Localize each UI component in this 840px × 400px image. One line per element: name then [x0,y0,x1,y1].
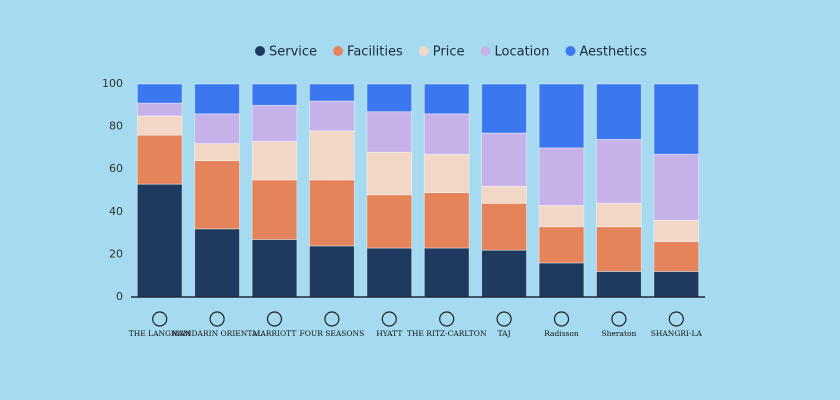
bar-segment [653,153,700,221]
bar-segment [481,185,527,204]
bar-segment [653,241,700,272]
logo-icon [266,311,283,327]
x-tick-label: SHANGRI-LA [651,329,703,338]
y-tick-label: 40 [109,205,123,218]
x-tick-label: THE LANGHAM [129,329,191,338]
bar-segment [136,115,183,136]
x-tick-label: MARRIOTT [253,329,297,338]
legend-swatch [565,46,576,56]
bar-segment [596,83,642,140]
legend-label: Aesthetics [579,45,647,60]
bar-segment [596,202,642,228]
bar-segment [481,249,527,298]
bar-segment [194,83,240,115]
logo-icon [553,311,570,327]
bar-segment [136,102,183,117]
bar-segment [194,143,240,162]
bar-segment [366,247,413,298]
logo-icon [439,311,455,327]
y-tick-label: 20 [109,247,123,260]
bar-segment [194,160,240,230]
bar-segment [251,104,298,142]
bar-segment [423,153,470,194]
x-tick-label: FOUR SEASONS [300,329,365,338]
bar-segment [538,262,585,298]
bar-segment [423,83,470,115]
y-tick-label: 60 [109,162,123,175]
logo-icon [496,311,512,327]
y-tick-label: 0 [116,290,123,303]
legend-swatch [480,46,491,56]
logo-icon [668,311,684,327]
bar-segment [481,132,527,187]
logo-icon [381,311,397,327]
bar-segment [538,83,585,149]
bar-segment [366,83,413,113]
logo-icon [324,311,340,327]
logo-icon [611,311,627,327]
bar-segment [136,183,183,298]
x-tick-label: Sheraton [601,329,636,338]
bar-segment [309,130,355,181]
bar-segment [309,83,355,102]
y-tick-label: 100 [102,77,123,90]
bar-segment [194,113,240,145]
legend-label: Service [269,45,317,60]
bar-segment [653,219,700,243]
bar-segment [309,245,355,298]
bar-segment [194,228,240,298]
bar-segment [251,239,298,298]
bar-segment [251,179,298,240]
x-tick-label: HYATT [376,329,402,338]
bar-segment [596,226,642,272]
bar-segment [309,179,355,247]
bar-segment [481,83,527,134]
legend-swatch [255,46,265,56]
bar-segment [653,271,700,298]
bar-segment [136,134,183,185]
y-tick-label: 80 [109,120,123,133]
legend-swatch [418,46,429,56]
bar-segment [481,202,527,251]
bar-segment [596,138,642,204]
bar-segment [596,271,642,298]
bar-segment [366,151,413,196]
bar-segment [538,226,585,264]
bar-segment [423,192,470,249]
bar-segment [538,205,585,228]
legend-label: Price [433,45,465,60]
x-tick-label: Radisson [544,329,579,338]
bar-segment [423,113,470,155]
logo-icon [152,311,168,327]
bar-segment [136,83,183,104]
legend-label: Facilities [347,45,403,60]
bar-segment [366,194,413,249]
legend-swatch [333,46,344,56]
bar-segment [366,111,413,153]
x-tick-label: MANDARIN ORIENTAL [172,329,262,338]
bar-segment [423,247,470,298]
bar-segment [538,147,585,206]
logo-icon [209,311,225,327]
bar-segment [653,83,700,155]
x-tick-label: TAJ [498,329,511,338]
bar-segment [251,83,298,106]
bar-segment [309,100,355,132]
legend-label: Location [494,45,549,60]
bar-segment [251,141,298,181]
x-tick-label: THE RITZ-CARLTON [407,329,487,338]
